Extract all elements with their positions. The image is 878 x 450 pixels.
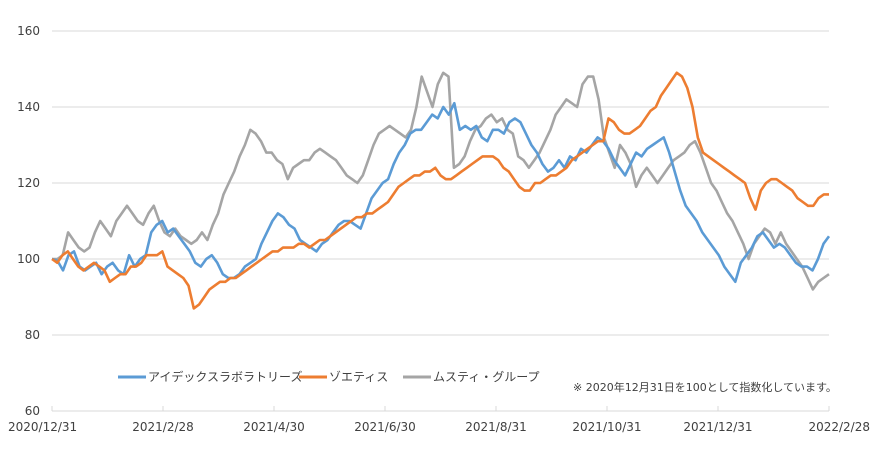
y-tick-label: 80 xyxy=(25,328,40,342)
x-tick-label: 2021/12/31 xyxy=(683,420,752,434)
legend-label-musti: ムスティ・グループ xyxy=(433,370,540,384)
y-tick-label: 120 xyxy=(17,176,40,190)
x-axis: 2020/12/31 2021/2/28 2021/4/30 2021/6/30 202… xyxy=(8,406,870,434)
legend: アイデックスラボラトリーズ ゾエティス ムスティ・グループ xyxy=(118,369,540,384)
y-tick-label: 140 xyxy=(17,100,40,114)
series-zoetis-line xyxy=(51,71,829,310)
x-tick-label: 2021/8/31 xyxy=(465,420,527,434)
series-idexx-line xyxy=(51,101,831,284)
x-tick-label: 2021/4/30 xyxy=(243,420,305,434)
gridlines xyxy=(52,30,829,336)
x-tick-label: 2021/6/30 xyxy=(354,420,416,434)
legend-label-zoetis: ゾエティス xyxy=(329,370,388,384)
y-tick-label: 160 xyxy=(17,24,40,38)
x-tick-label: 2021/10/31 xyxy=(572,420,641,434)
index-note: ※ 2020年12月31日を100として指数化しています。 xyxy=(573,380,837,394)
series-musti-line xyxy=(52,71,830,291)
y-tick-label: 60 xyxy=(25,404,40,418)
series-lines xyxy=(51,71,831,310)
legend-label-idexx: アイデックスラボラトリーズ xyxy=(148,369,302,384)
y-tick-label: 100 xyxy=(17,252,40,266)
x-tick-label: 2022/2/28 xyxy=(808,420,870,434)
y-axis-ticks: 60 80 100 120 140 160 xyxy=(17,24,40,418)
x-tick-label: 2020/12/31 xyxy=(8,420,77,434)
x-tick-label: 2021/2/28 xyxy=(132,420,194,434)
